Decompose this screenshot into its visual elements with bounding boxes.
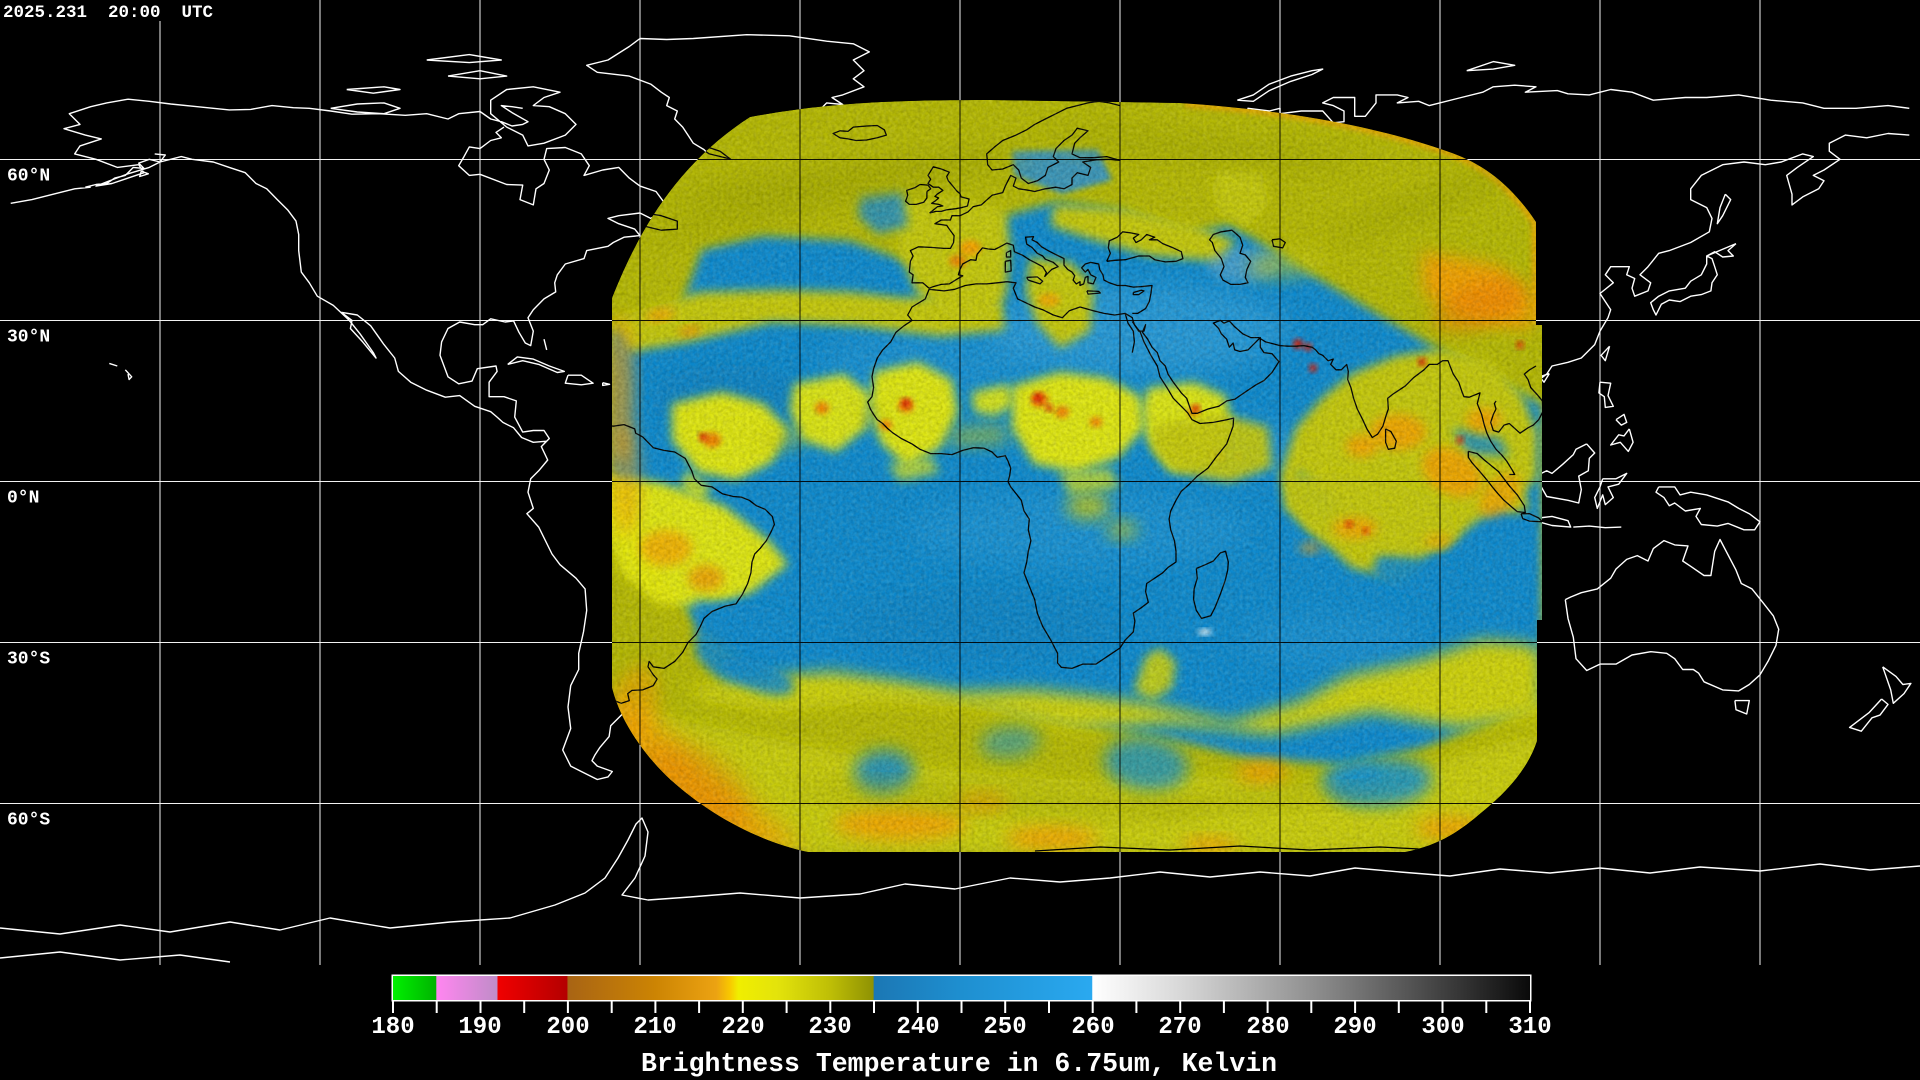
- svg-text:220: 220: [721, 1014, 764, 1041]
- svg-text:230: 230: [808, 1014, 851, 1041]
- svg-text:60°N: 60°N: [7, 167, 50, 187]
- svg-text:2025.231 20:00 UTC: 2025.231 20:00 UTC: [3, 3, 214, 23]
- svg-text:30°N: 30°N: [7, 328, 50, 348]
- svg-text:30°S: 30°S: [7, 650, 50, 670]
- svg-text:180: 180: [371, 1014, 414, 1041]
- svg-text:250: 250: [983, 1014, 1026, 1041]
- svg-text:310: 310: [1508, 1014, 1551, 1041]
- svg-text:0°N: 0°N: [7, 489, 39, 509]
- svg-text:290: 290: [1333, 1014, 1376, 1041]
- svg-text:Brightness Temperature in 6.75: Brightness Temperature in 6.75um, Kelvin: [641, 1049, 1277, 1079]
- svg-text:60°S: 60°S: [7, 811, 50, 831]
- svg-text:300: 300: [1421, 1014, 1464, 1041]
- svg-text:280: 280: [1246, 1014, 1289, 1041]
- svg-text:210: 210: [633, 1014, 676, 1041]
- svg-text:270: 270: [1158, 1014, 1201, 1041]
- svg-text:200: 200: [546, 1014, 589, 1041]
- svg-text:260: 260: [1071, 1014, 1114, 1041]
- svg-text:190: 190: [458, 1014, 501, 1041]
- svg-text:240: 240: [896, 1014, 939, 1041]
